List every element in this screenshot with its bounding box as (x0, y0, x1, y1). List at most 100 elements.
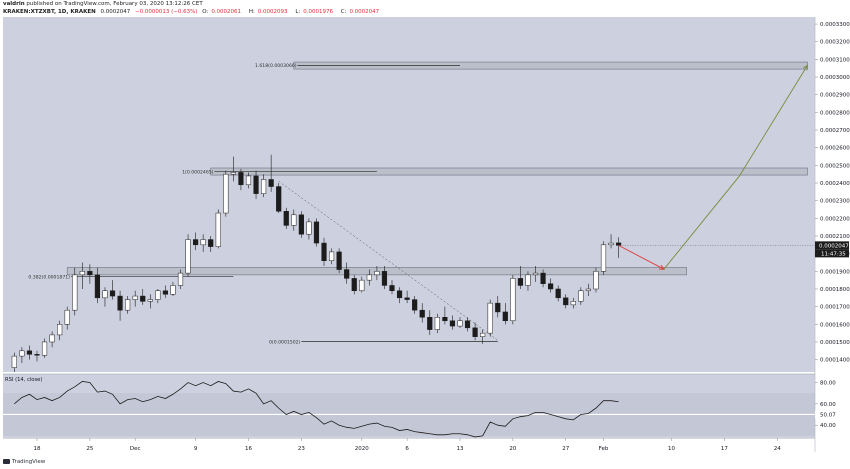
fib-label: 0(0.0001502) (269, 339, 301, 345)
candle-down (548, 283, 554, 290)
candle-down (344, 269, 350, 279)
time-tick-label: 24 (774, 446, 781, 452)
countdown-badge (815, 249, 849, 258)
candle-down (495, 302, 501, 313)
candle-down (517, 278, 524, 286)
price-tick-label: 0.0003100 (820, 57, 850, 63)
candle-up (19, 350, 25, 357)
candle-down (283, 211, 289, 226)
candle-up (49, 334, 55, 343)
candle-down (94, 274, 101, 299)
price-tick-label: 0.0002100 (820, 234, 850, 240)
price-tick-label: 0.0002700 (820, 128, 850, 134)
candle-down (26, 350, 33, 355)
time-tick-label: Feb (599, 446, 609, 452)
candle-up (487, 302, 493, 334)
rsi-tick-label: 80.00 (820, 381, 836, 387)
candle-up (374, 271, 380, 276)
red-projection-line (618, 244, 665, 270)
ohlc-readout: KRAKEN:XTZXBT, 1D, KRAKEN 0.0002047 −0.0… (3, 8, 380, 15)
candle-down (313, 221, 320, 244)
candle-down (555, 288, 561, 299)
candle-down (563, 297, 569, 306)
candle-down (268, 179, 274, 187)
candle-up (600, 244, 607, 272)
rsi-label: RSI (14, close) (5, 377, 42, 383)
candle-down (253, 175, 259, 194)
candle-down (412, 299, 418, 311)
chart-header: valdrin published on TradingView.com, Fe… (3, 1, 385, 16)
candle-down (87, 271, 93, 276)
last-price-badge (815, 241, 849, 250)
candle-down (351, 278, 357, 292)
candle-down (502, 311, 508, 322)
price-tick-label: 0.0001500 (820, 340, 850, 346)
time-tick-label: Dec (130, 446, 141, 452)
candle-down (419, 309, 425, 318)
candle-up (510, 278, 516, 322)
price-tick-label: 0.0003000 (820, 75, 850, 81)
candle-up (155, 290, 161, 300)
candle-up (170, 285, 176, 295)
rsi-tick-label: 40.00 (820, 423, 836, 429)
candle-up (457, 320, 463, 327)
price-tick-label: 0.0001700 (820, 305, 850, 311)
price-tick-label: 0.0001600 (820, 322, 850, 328)
candles (11, 154, 622, 372)
time-axis: 18 25 Dec 9 16 23 2020 6 13 20 27 Feb 10 17 24 (3, 438, 815, 452)
candle-up (593, 271, 599, 290)
tradingview-logo: TradingView (3, 459, 45, 465)
candle-down (208, 239, 214, 247)
price-tick-label: 0.0002400 (820, 181, 850, 187)
fib-label: 0.382(0.0001871) (28, 274, 70, 280)
price-tick-label: 0.0002800 (820, 110, 850, 116)
time-tick-label: 23 (298, 446, 305, 452)
candle-down (540, 272, 546, 284)
candle-up (102, 290, 108, 299)
candle-up (132, 295, 138, 300)
candle-up (41, 341, 48, 356)
candle-up (177, 272, 184, 286)
tradingview-logo-icon (3, 459, 10, 464)
time-tick-label: 2020 (355, 446, 369, 452)
candle-up (64, 309, 70, 325)
time-tick-label: 13 (456, 446, 463, 452)
candle-down (117, 295, 123, 311)
open-value: 0.0002061 (211, 8, 242, 15)
candle-up (57, 324, 63, 336)
candle-up (532, 272, 539, 276)
candle-up (570, 301, 576, 306)
candle-down (321, 242, 327, 261)
time-tick-label: 6 (405, 446, 409, 452)
candle-up (480, 332, 486, 337)
candle-down (427, 316, 433, 330)
last-price: 0.0002047 (100, 8, 131, 15)
time-tick-label: 17 (721, 446, 728, 452)
candle-down (464, 320, 471, 329)
price-tick-label: 0.0002900 (820, 93, 850, 99)
candle-up (125, 299, 131, 311)
candle-down (298, 214, 304, 235)
candle-up (185, 239, 191, 274)
price-change: −0.0000013 (−0.63%) (134, 8, 198, 15)
countdown-label: 11:47:35 (821, 251, 846, 257)
candle-down (381, 271, 388, 286)
price-tick-label: 0.0002300 (820, 199, 850, 205)
fib-label: 1(0.0002465) (182, 169, 214, 175)
candle-down (109, 290, 116, 297)
price-tick-label: 0.0002500 (820, 163, 850, 169)
rsi-last-badge (815, 410, 849, 419)
price-axis: 0.0003300 0.0003200 0.0003100 0.0003000 0.00… (814, 17, 850, 452)
candle-down (193, 239, 199, 246)
candle-up (306, 221, 312, 235)
candle-up (525, 274, 531, 286)
price-panel (3, 17, 815, 372)
candle-down (238, 172, 244, 186)
green-projection-line (663, 65, 808, 270)
price-tick-label: 0.0001900 (820, 269, 850, 275)
time-tick-label: 9 (194, 446, 198, 452)
candle-up (200, 239, 206, 246)
candle-up (261, 179, 267, 194)
rsi-tick-label: 60.00 (820, 402, 836, 408)
